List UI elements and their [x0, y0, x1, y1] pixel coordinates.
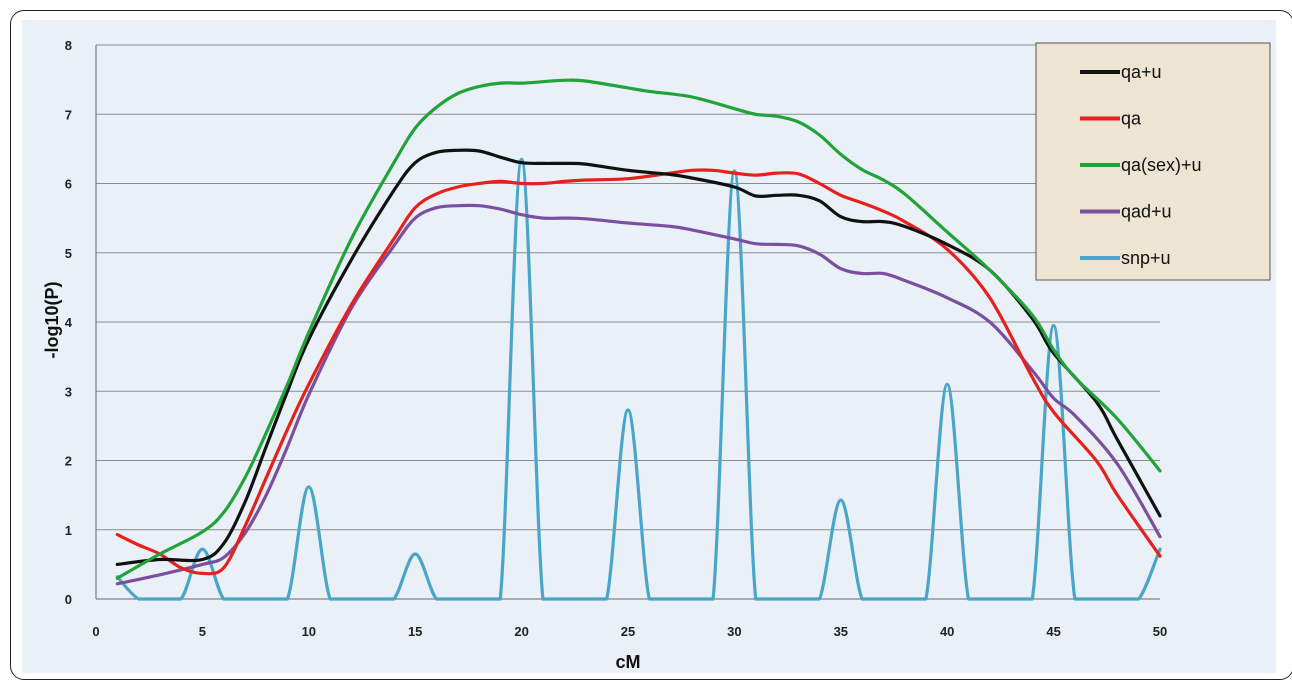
- y-tick-label: 6: [65, 177, 72, 192]
- series-line-qa+u: [115, 148, 1162, 566]
- y-tick-labels: 0 1 2 3 4 5 6 7 8: [65, 38, 73, 607]
- legend-label: snp+u: [1121, 248, 1171, 268]
- legend-label: qa: [1121, 109, 1142, 129]
- x-tick-label: 35: [834, 624, 848, 639]
- y-axis-title: -log10(P): [42, 281, 62, 358]
- legend-label: qa(sex)+u: [1121, 155, 1202, 175]
- x-axis-title: cM: [615, 652, 640, 672]
- y-tick-label: 3: [65, 384, 72, 399]
- x-tick-label: 20: [514, 624, 528, 639]
- x-tick-label: 15: [408, 624, 422, 639]
- y-tick-label: 1: [65, 523, 72, 538]
- series-line-snp+u: [115, 157, 1162, 601]
- x-tick-label: 50: [1153, 624, 1167, 639]
- x-tick-label: 40: [940, 624, 954, 639]
- x-tick-label: 45: [1046, 624, 1060, 639]
- y-tick-label: 5: [65, 246, 72, 261]
- series-line-qa: [115, 168, 1162, 576]
- legend-box: [1035, 42, 1271, 281]
- series-line-qa(sex)+u: [115, 78, 1162, 580]
- series-line-qad+u: [115, 203, 1162, 586]
- legend-label: qa+u: [1121, 62, 1162, 82]
- y-tick-label: 8: [65, 38, 72, 53]
- x-tick-label: 5: [199, 624, 206, 639]
- y-tick-label: 4: [65, 315, 73, 330]
- x-tick-label: 10: [302, 624, 316, 639]
- gridlines: [96, 44, 1160, 531]
- legend-label: qad+u: [1121, 202, 1172, 222]
- x-tick-label: 0: [92, 624, 99, 639]
- series-lines: [115, 78, 1162, 601]
- y-tick-label: 0: [65, 592, 72, 607]
- legend: qa+u qa qa(sex)+u qad+u snp+u: [1035, 42, 1271, 281]
- x-tick-labels: 0 5 10 15 20 25 30 35 40 45 50: [92, 624, 1167, 639]
- y-tick-label: 2: [65, 454, 72, 469]
- x-tick-label: 30: [727, 624, 741, 639]
- x-tick-label: 25: [621, 624, 635, 639]
- y-tick-label: 7: [65, 107, 72, 122]
